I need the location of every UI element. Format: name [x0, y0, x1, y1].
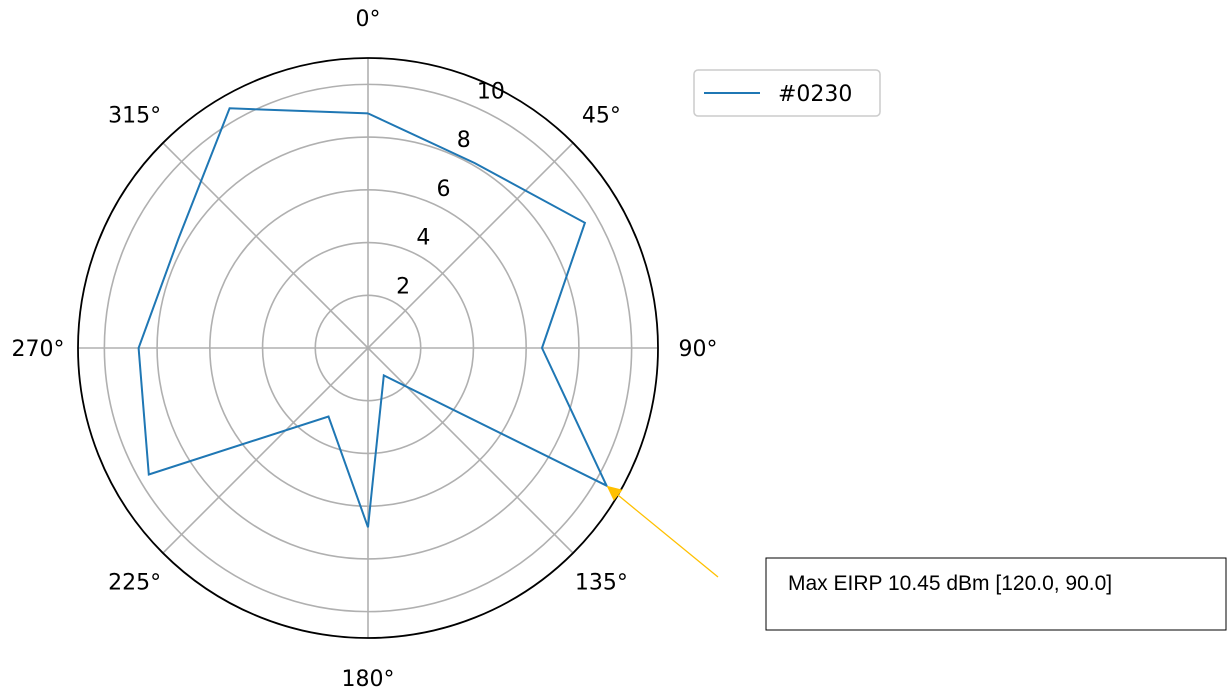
annotation-text: Max EIRP 10.45 dBm [120.0, 90.0] — [788, 572, 1112, 595]
angular-tick-label: 90° — [679, 337, 718, 362]
angular-tick-label: 180° — [342, 667, 395, 692]
radial-tick-label: 2 — [396, 274, 410, 299]
angular-tick-label: 135° — [575, 570, 628, 595]
radial-tick-label: 8 — [457, 128, 471, 153]
annotation-arrow-head — [606, 485, 623, 501]
angular-tick-label: 315° — [108, 104, 161, 129]
angular-tick-label: 225° — [108, 570, 161, 595]
radial-tick-label: 10 — [477, 79, 505, 104]
angular-gridline — [367, 142, 574, 349]
legend: #0230 — [693, 69, 881, 117]
annotation-box — [765, 557, 1227, 631]
legend-label-0230: #0230 — [778, 82, 852, 107]
polar-outer-frame — [77, 57, 659, 639]
series-line-0 — [137, 107, 609, 528]
angular-gridline — [162, 142, 369, 349]
angular-tick-label: 45° — [582, 104, 621, 129]
angular-tick-label: 270° — [12, 337, 65, 362]
angular-gridline — [367, 347, 574, 554]
angular-tick-label: 0° — [356, 7, 381, 32]
radial-tick-label: 4 — [416, 226, 430, 251]
legend-frame — [693, 69, 881, 117]
angular-tick-labels: 0° 45° 90° 135° 180° 225° 270° 315° — [12, 7, 718, 692]
series-layer — [137, 107, 609, 528]
radial-tick-label: 6 — [437, 177, 451, 202]
max-eirp-annotation: Max EIRP 10.45 dBm [120.0, 90.0] — [606, 485, 1227, 631]
polar-grid — [78, 58, 658, 638]
annotation-arrow-line — [617, 494, 719, 578]
angular-gridline — [162, 347, 369, 554]
